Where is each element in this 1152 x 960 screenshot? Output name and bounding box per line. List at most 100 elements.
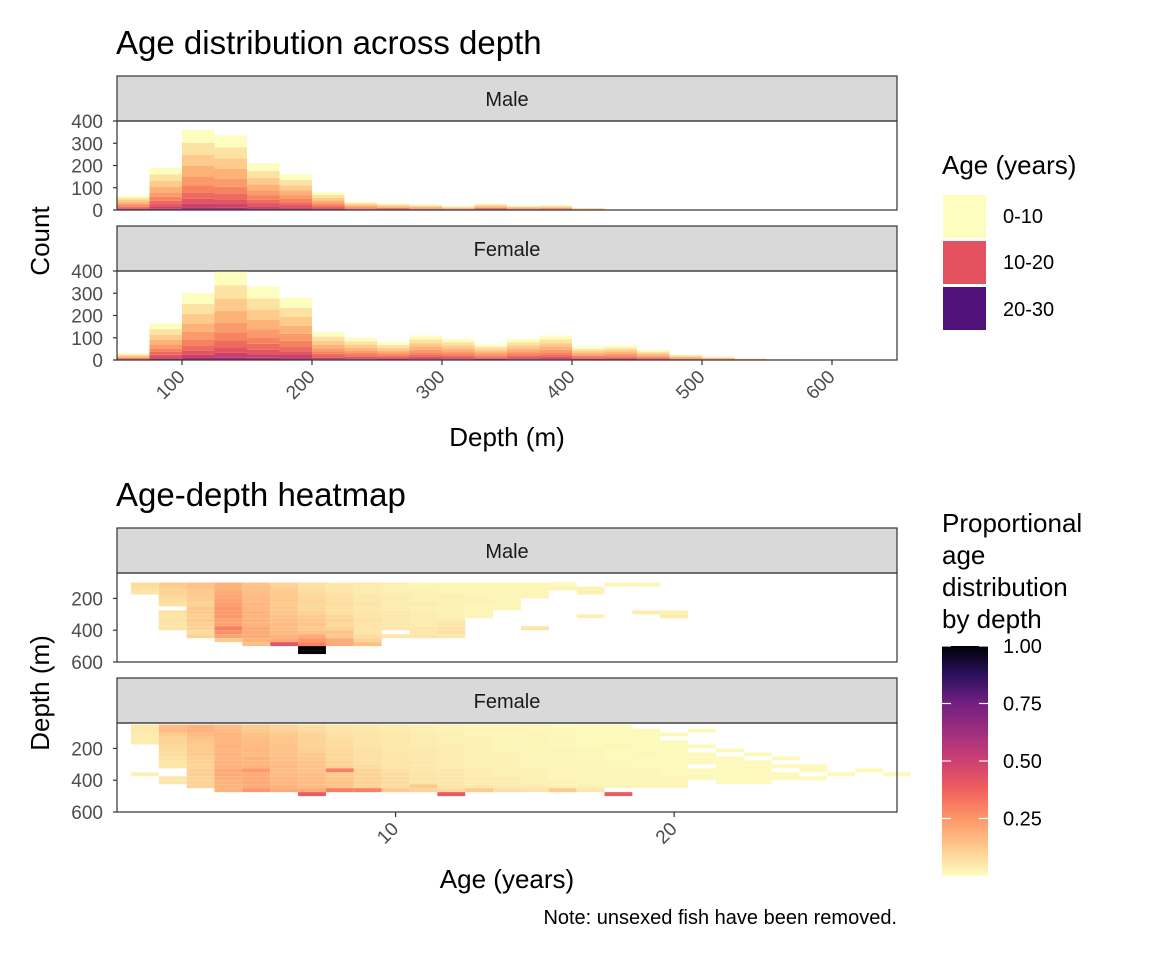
heatmap-cell [325, 768, 354, 773]
heatmap-cell [353, 598, 382, 603]
bar-segment [539, 205, 572, 206]
heatmap-cell [715, 748, 744, 753]
heatmap-cell [520, 752, 549, 757]
heatmap-cell [186, 606, 215, 611]
heatmap-cell [270, 744, 299, 749]
bar-segment [377, 342, 410, 346]
bar-segment [442, 353, 475, 356]
heatmap-cell [353, 634, 382, 639]
legend-label-20-30: 20-30 [1003, 299, 1054, 321]
bar-segment [539, 356, 572, 359]
heatmap-cell [409, 756, 438, 761]
bar-segment [117, 205, 150, 207]
bar-segment [474, 207, 507, 209]
heatmap-cell [325, 760, 354, 765]
heatmap-cell [186, 728, 215, 733]
heatmap-cell [576, 740, 605, 745]
bar-segment [344, 356, 377, 359]
heatmap-cell [242, 606, 271, 611]
bar-segment [149, 200, 182, 205]
colorbar-title-line-4: by depth [942, 604, 1042, 634]
bar-segment [474, 206, 507, 208]
heatmap-cell [688, 768, 716, 773]
colorbar-tick-label: 0.75 [1003, 694, 1042, 716]
bar-segment [149, 174, 182, 181]
heatmap-cell [325, 756, 354, 761]
bar-segment [214, 135, 247, 148]
bar-segment [507, 206, 540, 208]
heatmap-cell [214, 724, 243, 729]
bar-segment [604, 352, 637, 354]
heatmap-cell [186, 748, 215, 753]
heatmap-y-axis-title: Depth (m) [25, 635, 55, 751]
heatmap-cell [465, 780, 494, 785]
heatmap-cell [520, 768, 549, 773]
heatmap-cell [214, 760, 243, 765]
bar-segment [312, 340, 345, 345]
bar-segment [507, 355, 540, 358]
bar-segment [377, 356, 410, 358]
heatmap-cell [214, 602, 243, 607]
heatmap-cell [325, 736, 354, 741]
heatmap-cell [381, 772, 410, 777]
bar-segment [637, 354, 670, 356]
bar-segment [279, 325, 312, 334]
heatmap-cell [353, 614, 382, 619]
x-tick-label: 200 [282, 367, 319, 404]
bar-segment [474, 205, 507, 207]
heatmap-cell [632, 582, 661, 587]
heatmap-cell [465, 736, 494, 741]
heatmap-cell [409, 590, 438, 595]
bar-segment [409, 206, 442, 208]
heatmap-cell [381, 732, 410, 737]
heatmap-cell [381, 610, 410, 615]
bar-segment [442, 342, 475, 346]
heatmap-cell [465, 602, 494, 607]
heatmap-cell [270, 590, 299, 595]
heatmap-cell [604, 582, 633, 587]
heatmap-cell [437, 744, 466, 749]
heatmap-cell [214, 638, 243, 643]
bar-segment [182, 129, 215, 143]
histogram-bar [214, 271, 247, 360]
heatmap-cell [715, 780, 744, 785]
bar-segment [474, 207, 507, 208]
heatmap-cell [242, 776, 271, 781]
bar-segment [572, 358, 605, 359]
heatmap-cell [409, 744, 438, 749]
heatmap-cell [576, 744, 605, 749]
heatmap-cell [158, 602, 187, 607]
bar-segment [474, 357, 507, 359]
heatmap-cell [381, 736, 410, 741]
bar-segment [117, 203, 150, 206]
strip-label-male-heat: Male [485, 541, 528, 563]
heatmap-cell [743, 776, 772, 781]
heatmap-cell [214, 788, 243, 793]
bar-segment [344, 208, 377, 210]
bar-segment [377, 204, 410, 206]
y-tick-label: 200 [71, 739, 103, 760]
x-tick-label: 400 [542, 367, 579, 404]
x-tick-label: 600 [802, 367, 839, 404]
heatmap-cell [437, 618, 466, 623]
y-tick-label: 400 [71, 771, 103, 792]
heatmap-cell [242, 610, 271, 615]
heatmap-cell [520, 776, 549, 781]
bar-segment [247, 329, 280, 338]
bar-segment [312, 206, 345, 208]
bar-segment [344, 353, 377, 356]
strip-female-hist [116, 225, 898, 272]
heatmap-cell [381, 740, 410, 745]
heatmap-cell [242, 614, 271, 619]
heatmap-cell [325, 740, 354, 745]
histogram-bar [442, 338, 475, 360]
heatmap-cell [353, 606, 382, 611]
y-tick-label: 200 [71, 589, 103, 610]
bar-segment [539, 352, 572, 355]
heatmap-cell [437, 772, 466, 777]
heatmap-cell [214, 618, 243, 623]
facet-female-hist: Female [116, 225, 898, 361]
histogram-bar [539, 205, 572, 210]
heatmap-cell [548, 740, 577, 745]
bar-segment [572, 355, 605, 358]
